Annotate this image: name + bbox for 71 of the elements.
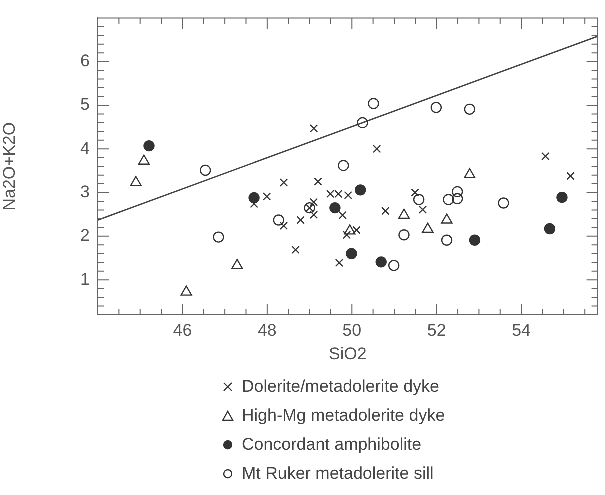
point xyxy=(556,192,568,204)
point xyxy=(422,222,434,234)
point xyxy=(372,145,382,154)
point xyxy=(310,198,318,207)
y-tick-label: 6 xyxy=(80,52,90,71)
point xyxy=(344,224,356,235)
point xyxy=(338,211,347,220)
point xyxy=(292,246,300,254)
point xyxy=(338,160,350,172)
point xyxy=(452,186,464,198)
point xyxy=(469,234,481,246)
point xyxy=(388,260,400,272)
x-tick-label: 48 xyxy=(258,320,277,340)
x-tick-label: 52 xyxy=(427,320,446,340)
x-axis-title: SiO2 xyxy=(329,344,367,364)
point xyxy=(352,226,361,234)
point xyxy=(381,206,390,216)
x-tick-label: 54 xyxy=(512,320,532,340)
point xyxy=(335,258,344,268)
point xyxy=(326,190,335,198)
point xyxy=(430,102,442,114)
y-tick-label: 1 xyxy=(80,270,90,289)
y-tick-label: 2 xyxy=(80,226,90,246)
point xyxy=(398,208,410,220)
point xyxy=(280,178,288,187)
point xyxy=(346,248,358,260)
point xyxy=(144,140,155,152)
point xyxy=(130,176,142,186)
point xyxy=(376,256,387,268)
point xyxy=(280,222,288,230)
point xyxy=(498,198,510,209)
point xyxy=(232,259,244,270)
legend-label: Mt Ruker metadolerite sill xyxy=(242,463,434,485)
legend-label: High-Mg metadolerite dyke xyxy=(242,405,446,427)
point xyxy=(344,191,352,200)
point xyxy=(310,124,318,133)
x-tick-label: 50 xyxy=(342,320,362,340)
y-axis-title: Na2O+K2O xyxy=(0,122,19,211)
point xyxy=(566,172,575,180)
point xyxy=(357,117,368,129)
point xyxy=(310,210,318,220)
point xyxy=(262,192,272,201)
point xyxy=(355,184,366,196)
y-tick-label: 3 xyxy=(80,182,90,202)
point xyxy=(413,194,425,206)
point xyxy=(452,193,464,204)
point xyxy=(441,214,453,224)
point xyxy=(443,194,454,206)
point xyxy=(330,202,341,214)
legend-label: Concordant amphibolite xyxy=(242,434,422,456)
point xyxy=(368,98,380,110)
y-tick-label: 5 xyxy=(80,95,90,114)
point xyxy=(314,178,322,186)
point xyxy=(334,190,343,198)
x-tick-label: 46 xyxy=(173,320,192,340)
point xyxy=(296,216,306,224)
point xyxy=(398,230,410,241)
y-tick-label: 4 xyxy=(80,138,90,158)
point xyxy=(542,152,550,161)
point xyxy=(342,230,352,240)
point xyxy=(213,232,224,243)
legend-label: Dolerite/metadolerite dyke xyxy=(242,376,440,398)
point xyxy=(411,188,420,197)
point xyxy=(464,104,476,116)
point xyxy=(180,286,192,296)
point xyxy=(273,214,284,226)
point xyxy=(544,223,556,235)
point xyxy=(248,192,260,204)
point xyxy=(441,234,453,246)
point xyxy=(200,164,212,176)
point xyxy=(418,206,428,214)
